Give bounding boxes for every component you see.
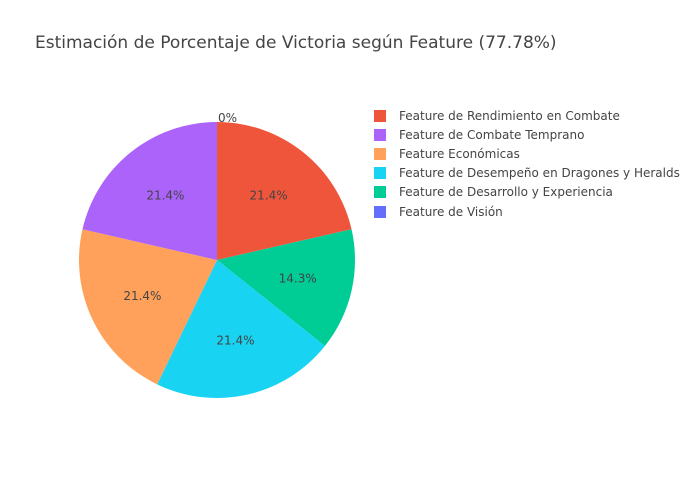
chart-title: Estimación de Porcentaje de Victoria seg… xyxy=(35,33,557,53)
legend-label: Feature de Desempeño en Dragones y Heral… xyxy=(399,166,680,181)
legend-swatch xyxy=(374,186,386,199)
legend-item-feature-de-desarrollo-y-experiencia[interactable]: Feature de Desarrollo y Experiencia xyxy=(374,183,680,202)
legend: Feature de Rendimiento en Combate Feature… xyxy=(374,106,680,221)
legend-swatch xyxy=(374,147,386,160)
pie-slice-feature-de-combate-temprano xyxy=(82,122,217,260)
pie-slice-label-feature-de-vision: 0% xyxy=(218,111,237,125)
legend-label: Feature de Desarrollo y Experiencia xyxy=(399,185,613,200)
pie-slice-feature-de-rendimiento-en-combate xyxy=(217,122,352,260)
legend-swatch xyxy=(374,109,386,122)
pie-slice-label-feature-de-rendimiento-en-combate: 21.4% xyxy=(250,188,288,202)
legend-item-feature-de-combate-temprano[interactable]: Feature de Combate Temprano xyxy=(374,125,680,144)
legend-label: Feature Económicas xyxy=(399,146,520,161)
legend-item-feature-de-desempeno-en-dragones-y-heralds[interactable]: Feature de Desempeño en Dragones y Heral… xyxy=(374,164,680,183)
legend-label: Feature de Rendimiento en Combate xyxy=(399,108,620,123)
legend-swatch xyxy=(374,205,386,218)
legend-label: Feature de Visión xyxy=(399,204,503,219)
legend-item-feature-de-rendimiento-en-combate[interactable]: Feature de Rendimiento en Combate xyxy=(374,106,680,125)
legend-label: Feature de Combate Temprano xyxy=(399,127,585,142)
pie-slice-label-feature-de-desempeno-en-dragones-y-heralds: 21.4% xyxy=(216,334,254,348)
legend-swatch xyxy=(374,128,386,141)
pie-slice-feature-economicas xyxy=(79,229,217,385)
pie-slice-label-feature-de-desarrollo-y-experiencia: 14.3% xyxy=(279,271,317,285)
legend-swatch xyxy=(374,167,386,180)
legend-item-feature-economicas[interactable]: Feature Económicas xyxy=(374,144,680,163)
legend-item-feature-de-vision[interactable]: Feature de Visión xyxy=(374,202,680,221)
pie-slice-feature-de-desempeno-en-dragones-y-heralds xyxy=(157,260,325,398)
pie-slice-label-feature-de-combate-temprano: 21.4% xyxy=(146,188,184,202)
pie-slice-label-feature-economicas: 21.4% xyxy=(123,289,161,303)
pie-slice-feature-de-desarrollo-y-experiencia xyxy=(217,229,355,347)
